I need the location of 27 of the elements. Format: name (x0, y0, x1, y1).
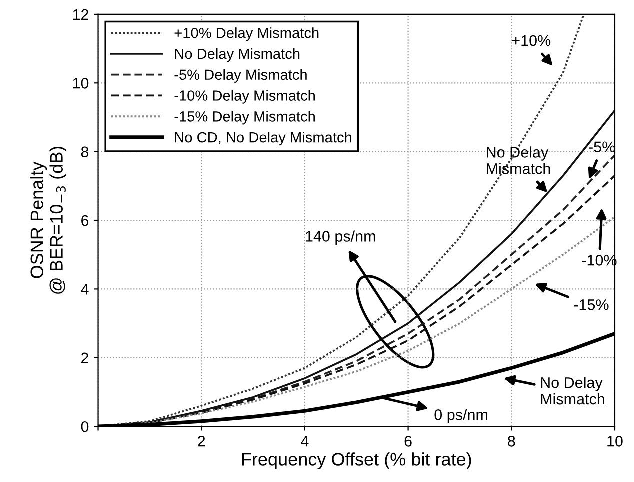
annotation: No Delay Mismatch (487, 146, 550, 174)
annotation: No Delay Mismatch (541, 377, 604, 405)
legend-label: -5% Delay Mismatch (174, 69, 307, 83)
x-tick-label: 4 (301, 436, 309, 447)
legend-label: -10% Delay Mismatch (174, 90, 315, 104)
y-tick-label: 0 (81, 421, 89, 432)
y-tick-label: 8 (81, 146, 89, 158)
legend-label: -15% Delay Mismatch (174, 111, 315, 125)
y-tick-label: 6 (82, 215, 89, 226)
annotation: 0 ps/nm (434, 409, 488, 424)
annotation: -5% (589, 142, 616, 152)
y-tick-label: 4 (81, 284, 89, 295)
legend-label: +10% Delay Mismatch (174, 28, 319, 42)
y-axis-title: OSNR Penalty @ BER=10$_{−3}$ (dB) (30, 146, 67, 294)
legend-label: No Delay Mismatch (175, 48, 300, 62)
annotation: 140 ps/nm (306, 230, 376, 245)
legend-label: No CD, No Delay Mismatch (175, 132, 352, 146)
annotation: +10% (512, 35, 551, 46)
x-tick-label: 10 (608, 436, 623, 447)
annotation: -15% (574, 300, 609, 310)
x-tick-label: 2 (198, 436, 206, 447)
y-tick-label: 2 (82, 352, 88, 364)
x-tick-label: 8 (508, 436, 516, 447)
y-tick-label: 12 (73, 9, 88, 20)
x-axis-title: Frequency Offset (% bit rate) (242, 452, 472, 470)
x-tick-label: 6 (404, 436, 412, 447)
y-tick-label: 10 (73, 78, 89, 89)
